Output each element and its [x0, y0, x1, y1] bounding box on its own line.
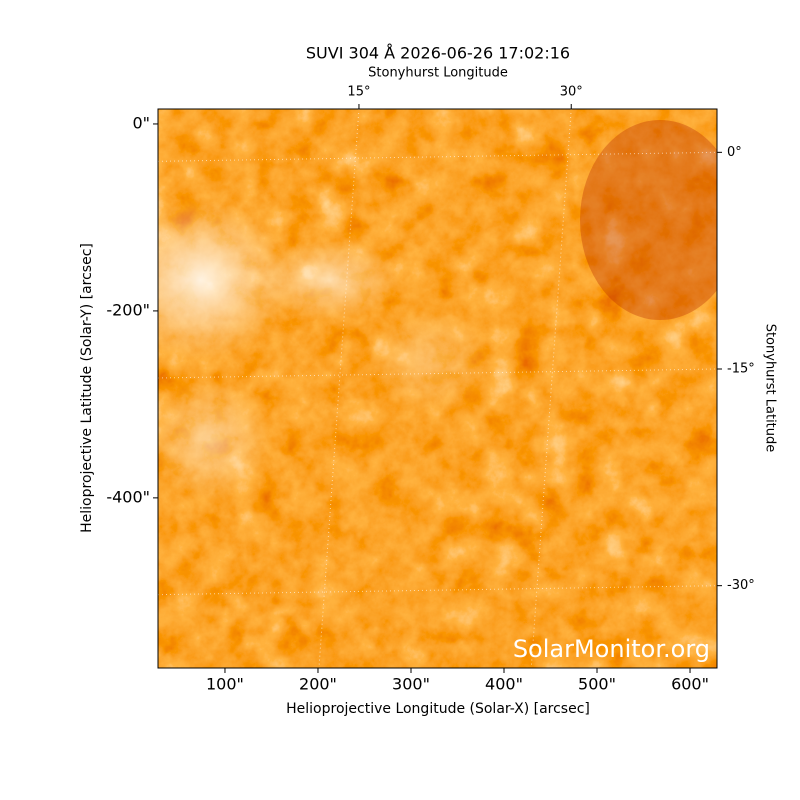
x-tick-label: 400"	[485, 675, 523, 694]
x-tick-label: 500"	[578, 675, 616, 694]
y-tick-label: -400"	[106, 487, 150, 506]
y-tick-label: -200"	[106, 300, 150, 319]
x2-tick-label: 15°	[347, 85, 370, 100]
x-tick-label: 200"	[299, 675, 337, 694]
x2-axis-label: Stonyhurst Longitude	[368, 66, 508, 81]
x-tick-label: 300"	[392, 675, 430, 694]
y-tick-label: 0"	[132, 113, 150, 132]
chart-title: SUVI 304 Å 2026-06-26 17:02:16	[306, 44, 570, 63]
y2-tick-label: 0°	[727, 145, 742, 160]
y2-tick-label: -30°	[727, 578, 755, 593]
y2-tick-label: -15°	[727, 362, 755, 377]
x-tick-label: 600"	[671, 675, 709, 694]
solar-image	[158, 109, 717, 668]
grid	[158, 109, 717, 668]
plot-frame	[157, 108, 718, 669]
grid-line	[318, 109, 360, 668]
y2-axis-label: Stonyhurst Latitude	[763, 324, 778, 453]
watermark: SolarMonitor.org	[513, 635, 710, 663]
x-axis-label: Helioprojective Longitude (Solar-X) [arc…	[286, 701, 590, 717]
y-axis-label: Helioprojective Latitude (Solar-Y) [arcs…	[79, 243, 95, 533]
grid-line	[530, 109, 572, 668]
x2-tick-label: 30°	[560, 85, 583, 100]
x-tick-label: 100"	[206, 675, 244, 694]
